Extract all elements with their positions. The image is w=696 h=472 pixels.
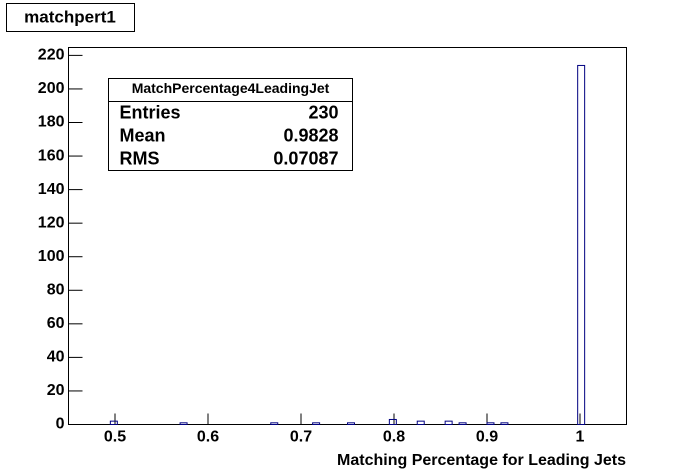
bar	[179, 422, 188, 425]
bar	[347, 422, 355, 425]
y-tick-label: 140	[38, 181, 65, 198]
bar	[270, 422, 279, 425]
bar	[388, 418, 397, 425]
bar	[500, 422, 509, 425]
y-tick-label: 180	[38, 114, 65, 131]
stats-value: 0.07087	[273, 148, 338, 168]
y-tick-label: 0	[56, 416, 65, 433]
stats-value: 230	[308, 102, 338, 122]
y-tick-label: 160	[38, 147, 65, 164]
stats-title: MatchPercentage4LeadingJet	[132, 80, 330, 96]
title-box	[6, 3, 135, 32]
y-tick-label: 100	[38, 248, 65, 265]
chart-title: matchpert1	[24, 7, 116, 26]
y-tick-label: 20	[47, 382, 65, 399]
stats-value: 0.9828	[283, 125, 338, 145]
x-tick-label: 0.6	[197, 429, 219, 446]
bar	[486, 422, 495, 425]
bar	[577, 64, 586, 425]
x-tick-label: 0.5	[104, 429, 126, 446]
stats-label: RMS	[120, 148, 160, 168]
x-tick-label: 0.7	[290, 429, 312, 446]
x-axis-title: Matching Percentage for Leading Jets	[337, 452, 626, 469]
y-tick-label: 120	[38, 214, 65, 231]
y-tick-label: 60	[47, 315, 65, 332]
bar	[444, 420, 453, 425]
stats-label: Entries	[120, 102, 181, 122]
bar	[109, 420, 118, 425]
y-tick-label: 80	[47, 281, 65, 298]
bar	[458, 422, 467, 425]
y-tick-label: 220	[38, 47, 65, 64]
y-tick-label: 200	[38, 80, 65, 97]
bar	[312, 422, 321, 425]
stats-label: Mean	[120, 125, 166, 145]
y-tick-label: 40	[47, 349, 65, 366]
x-tick-label: 1	[576, 429, 585, 446]
bar	[416, 420, 425, 425]
stats-box	[108, 78, 353, 171]
x-tick-label: 0.8	[383, 429, 405, 446]
x-tick-label: 0.9	[476, 429, 498, 446]
